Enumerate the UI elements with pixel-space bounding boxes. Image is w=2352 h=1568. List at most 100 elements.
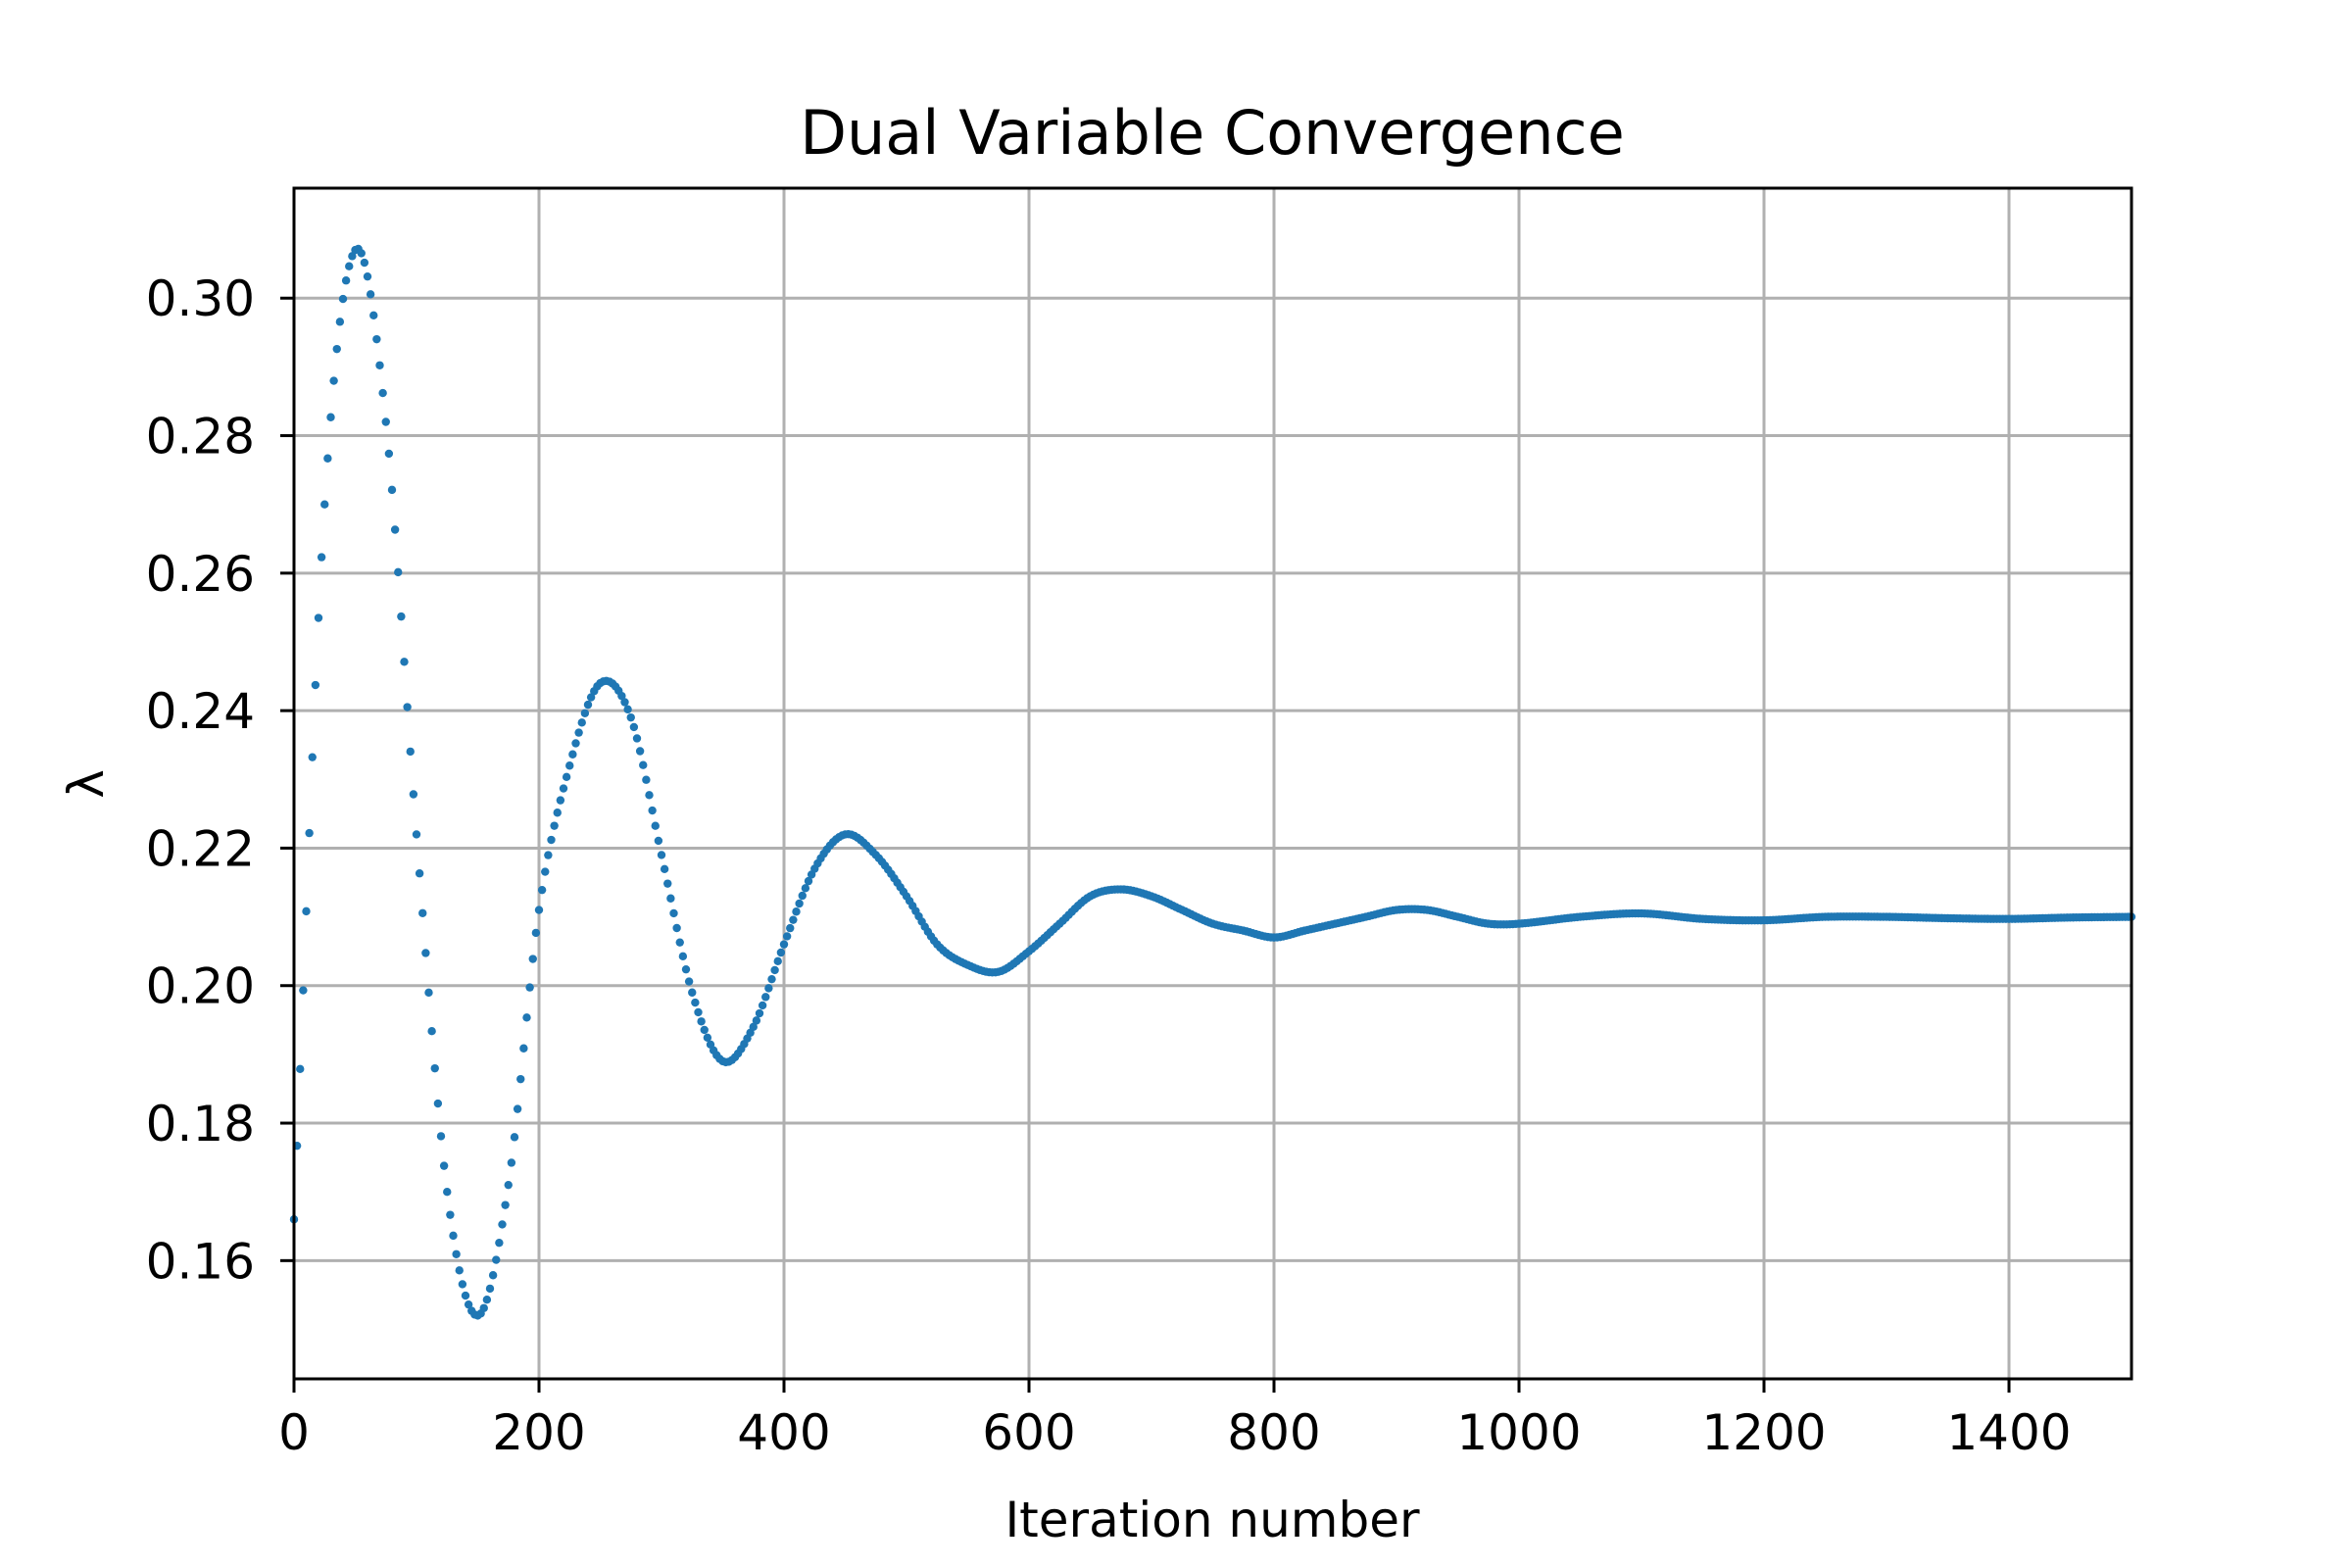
- data-point: [403, 703, 412, 711]
- data-point: [519, 1044, 528, 1053]
- data-point: [345, 262, 354, 270]
- y-axis-ticks: 0.16 0.18 0.20 0.22 0.24 0.26 0.28 0.30: [146, 270, 294, 1290]
- data-point: [378, 388, 387, 398]
- data-point: [485, 1284, 495, 1294]
- data-point: [446, 1210, 455, 1219]
- data-point: [620, 698, 629, 707]
- y-tick-label: 0.26: [146, 546, 255, 603]
- data-point: [421, 949, 430, 957]
- data-point: [678, 952, 688, 961]
- data-point: [681, 964, 691, 974]
- data-point: [623, 705, 632, 714]
- data-point: [556, 796, 565, 805]
- data-point: [789, 915, 798, 924]
- data-point: [782, 932, 792, 941]
- x-tick-label: 1200: [1701, 1404, 1826, 1461]
- data-point: [400, 658, 409, 666]
- x-tick-label: 800: [1227, 1404, 1320, 1461]
- data-point: [804, 876, 813, 886]
- data-point: [452, 1250, 461, 1258]
- data-point: [308, 753, 317, 761]
- data-point: [672, 923, 681, 933]
- data-point: [684, 977, 694, 986]
- data-point: [360, 258, 369, 268]
- data-point: [528, 955, 537, 963]
- data-point: [516, 1074, 525, 1084]
- data-point: [770, 965, 779, 975]
- data-point: [387, 485, 397, 495]
- data-point: [583, 700, 593, 710]
- data-point: [626, 712, 635, 722]
- data-point: [764, 984, 773, 993]
- y-tick-label: 0.28: [146, 409, 255, 466]
- data-point: [547, 835, 556, 845]
- data-point: [488, 1271, 498, 1280]
- data-point: [357, 249, 366, 258]
- data-point: [666, 894, 675, 903]
- data-point: [314, 613, 323, 622]
- data-point: [504, 1180, 513, 1190]
- x-axis-label: Iteration number: [1004, 1492, 1420, 1548]
- data-point: [507, 1158, 516, 1167]
- data-point: [299, 986, 308, 995]
- grid: [292, 188, 2132, 1379]
- x-tick-label: 1000: [1456, 1404, 1581, 1461]
- data-point: [755, 1008, 764, 1018]
- data-point: [553, 808, 562, 817]
- data-point: [418, 908, 427, 917]
- data-point: [522, 1013, 531, 1022]
- data-point: [458, 1280, 467, 1289]
- data-point: [801, 884, 810, 893]
- data-point: [767, 974, 776, 984]
- data-point: [335, 318, 345, 326]
- data-point: [761, 993, 770, 1002]
- data-point: [326, 413, 335, 421]
- data-point: [617, 691, 626, 701]
- data-point: [510, 1133, 519, 1142]
- data-point: [363, 271, 372, 281]
- data-point: [375, 361, 384, 369]
- data-point: [415, 869, 424, 878]
- data-point: [660, 864, 669, 874]
- data-points: [289, 244, 2136, 1320]
- data-point: [464, 1299, 473, 1309]
- data-point: [372, 334, 381, 344]
- data-point: [648, 806, 657, 815]
- data-point: [574, 728, 583, 737]
- y-tick-label: 0.20: [146, 958, 255, 1015]
- data-point: [703, 1033, 712, 1042]
- data-point: [562, 772, 571, 782]
- data-point: [541, 867, 550, 876]
- data-point: [433, 1099, 443, 1108]
- data-point: [443, 1187, 452, 1197]
- data-point: [332, 344, 341, 354]
- data-point: [449, 1231, 458, 1241]
- data-point: [305, 828, 314, 838]
- x-tick-label: 200: [492, 1404, 585, 1461]
- y-tick-label: 0.30: [146, 270, 255, 327]
- data-point: [427, 1027, 436, 1036]
- data-point: [534, 906, 544, 914]
- data-point: [430, 1063, 439, 1073]
- data-point: [798, 891, 807, 901]
- data-point: [455, 1266, 464, 1275]
- data-point: [436, 1132, 446, 1141]
- data-point: [409, 790, 418, 799]
- data-point: [758, 1001, 767, 1010]
- data-point: [697, 1017, 706, 1026]
- data-point: [390, 525, 400, 534]
- y-tick-label: 0.16: [146, 1233, 255, 1290]
- data-point: [366, 290, 375, 299]
- data-point: [320, 500, 329, 509]
- data-point: [675, 938, 684, 947]
- data-point: [632, 734, 642, 743]
- data-point: [296, 1064, 305, 1074]
- data-point: [559, 784, 568, 793]
- data-point: [691, 998, 700, 1007]
- data-point: [498, 1220, 507, 1229]
- data-point: [492, 1255, 501, 1264]
- data-point: [406, 747, 415, 757]
- data-point: [645, 791, 654, 800]
- data-point: [779, 940, 789, 949]
